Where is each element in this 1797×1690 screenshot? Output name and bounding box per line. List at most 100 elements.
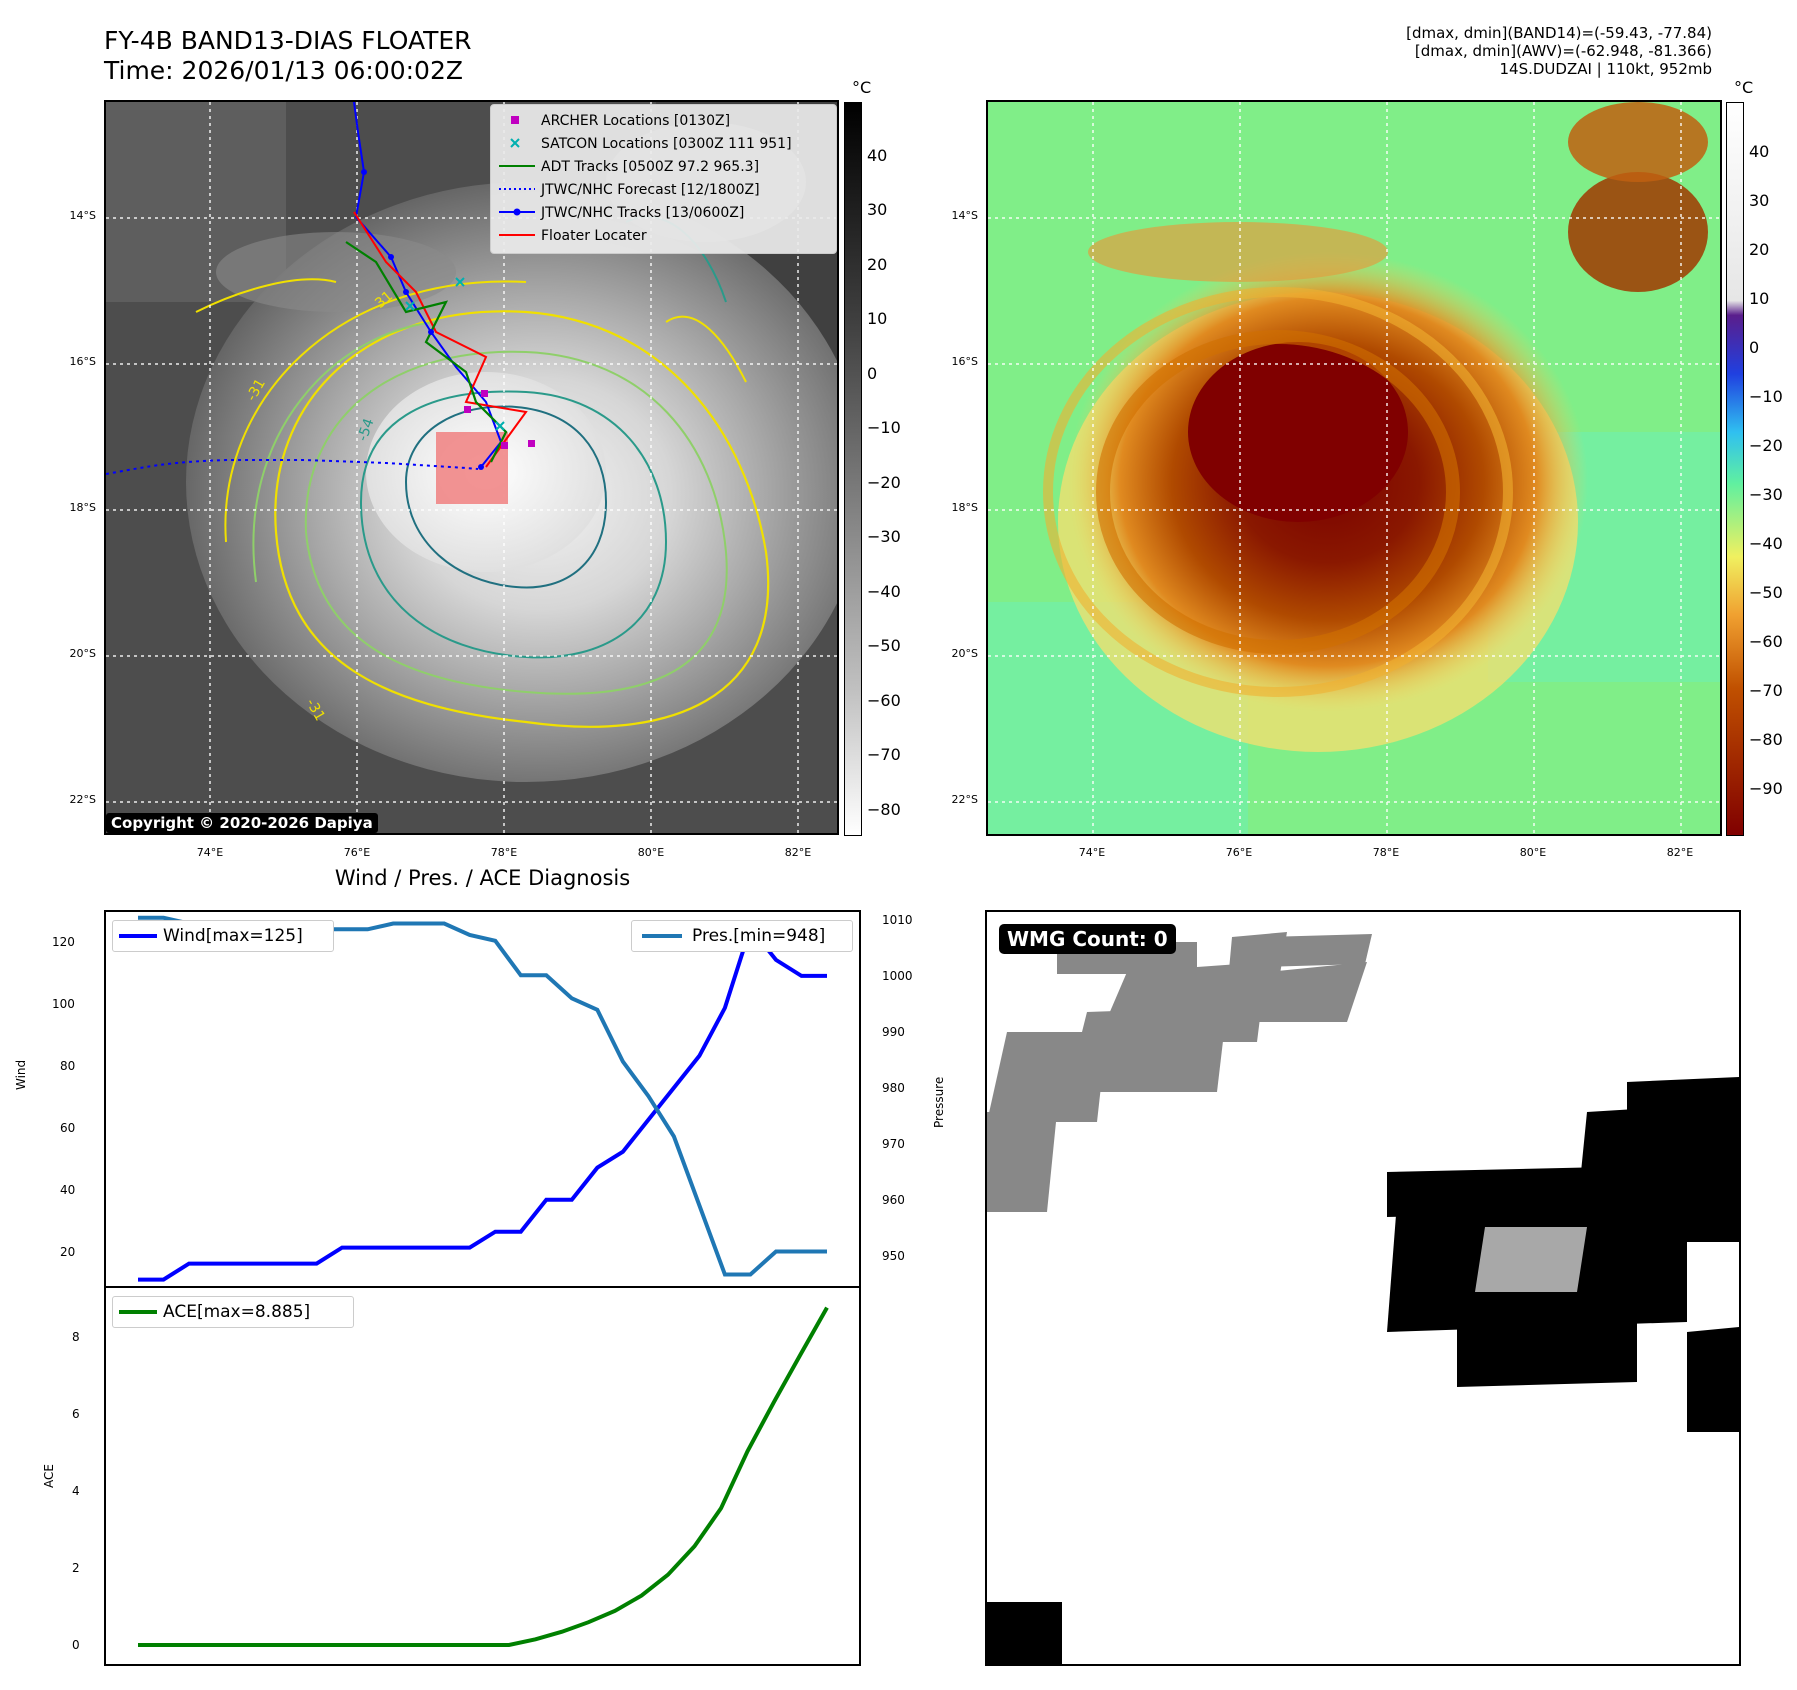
right-cb-tick-m20: −20: [1749, 436, 1783, 455]
pres-tick-960: 960: [882, 1193, 905, 1207]
left-cb-tick-20: 20: [867, 255, 888, 274]
meta-block: [dmax, dmin](BAND14)=(-59.43, -77.84) [d…: [1212, 24, 1712, 78]
lat-label-20s: 20°S: [69, 647, 96, 660]
adt-line-icon: [499, 165, 535, 167]
ace-tick-2: 2: [72, 1561, 80, 1575]
ace-tick-8: 8: [72, 1330, 80, 1344]
ir-map-panel: -31 -31 -54 -31 Copyright © 2020-2026 Da…: [104, 100, 839, 835]
left-cb-tick-m30: −30: [867, 527, 901, 546]
jtwc-line-icon: [499, 208, 535, 216]
lat-label-14s: 14°S: [69, 209, 96, 222]
wind-series-line: [138, 923, 827, 1282]
right-cb-tick-m50: −50: [1749, 583, 1783, 602]
ace-tick-4: 4: [72, 1484, 80, 1498]
lon-label-74e: 74°E: [196, 846, 224, 859]
right-cb-tick-m80: −80: [1749, 730, 1783, 749]
left-cb-tick-10: 10: [867, 309, 888, 328]
meta-storm: 14S.DUDZAI | 110kt, 952mb: [1499, 60, 1712, 78]
awv-map-panel: [986, 100, 1722, 836]
meta-band14: [dmax, dmin](BAND14)=(-59.43, -77.84): [1406, 24, 1712, 42]
pres-tick-970: 970: [882, 1137, 905, 1151]
wind-tick-20: 20: [60, 1245, 76, 1259]
wind-tick-100: 100: [52, 997, 75, 1011]
pressure-legend-line-icon: [642, 934, 682, 938]
awv-lon-label-74e: 74°E: [1078, 846, 1106, 859]
ace-legend-line-icon: [119, 1310, 157, 1314]
pressure-series-line: [138, 915, 827, 1277]
pressure-legend: Pres.[min=948]: [631, 920, 853, 952]
floater-line-icon: [499, 234, 535, 236]
ace-tick-0: 0: [72, 1638, 80, 1652]
wind-axis-label: Wind: [14, 1059, 28, 1090]
wind-tick-40: 40: [60, 1183, 76, 1197]
figure-time: Time: 2026/01/13 06:00:02Z: [104, 56, 463, 85]
pres-tick-980: 980: [882, 1081, 905, 1095]
wmg-panel: WMG Count: 0: [985, 910, 1741, 1666]
right-cb-tick-m70: −70: [1749, 681, 1783, 700]
copyright-badge: Copyright © 2020-2026 Dapiya: [106, 813, 378, 833]
wind-legend-line-icon: [119, 934, 157, 938]
diagnosis-title: Wind / Pres. / ACE Diagnosis: [334, 866, 631, 890]
left-cb-tick-m10: −10: [867, 418, 901, 437]
figure-title: FY-4B BAND13-DIAS FLOATER: [104, 26, 472, 55]
wind-pressure-panel: Wind[max=125] Pres.[min=948]: [104, 910, 861, 1288]
right-cb-tick-30: 30: [1749, 191, 1770, 210]
forecast-line-icon: [499, 188, 535, 190]
ace-panel: ACE[max=8.885]: [104, 1286, 861, 1666]
left-cb-tick-m80: −80: [867, 800, 901, 819]
archer-marker-icon: [511, 116, 519, 124]
left-cb-tick-m50: −50: [867, 636, 901, 655]
left-cb-tick-40: 40: [867, 146, 888, 165]
ace-series-line: [138, 1306, 829, 1647]
pres-tick-1000: 1000: [882, 969, 913, 983]
awv-map-svg: [988, 102, 1720, 834]
awv-lon-label-76e: 76°E: [1225, 846, 1253, 859]
right-cb-tick-0: 0: [1749, 338, 1760, 357]
left-cb-tick-0: 0: [867, 364, 878, 383]
right-cb-tick-20: 20: [1749, 240, 1770, 259]
lon-label-76e: 76°E: [343, 846, 371, 859]
right-cb-tick-m60: −60: [1749, 632, 1783, 651]
pres-tick-990: 990: [882, 1025, 905, 1039]
meta-awv: [dmax, dmin](AWV)=(-62.948, -81.366): [1414, 42, 1712, 60]
wind-pressure-svg: [138, 915, 827, 1282]
awv-lat-label-14s: 14°S: [951, 209, 978, 222]
left-cb-tick-m70: −70: [867, 745, 901, 764]
track-legend: ARCHER Locations [0130Z] SATCON Location…: [490, 104, 837, 254]
lon-label-82e: 82°E: [784, 846, 812, 859]
wind-tick-120: 120: [52, 935, 75, 949]
contour-label-c: -54: [355, 416, 378, 443]
left-cb-tick-m40: −40: [867, 582, 901, 601]
right-cb-tick-10: 10: [1749, 289, 1770, 308]
right-colorbar-unit: °C: [1734, 78, 1754, 97]
awv-lat-label-16s: 16°S: [951, 355, 978, 368]
right-cb-tick-m90: −90: [1749, 779, 1783, 798]
awv-lat-label-20s: 20°S: [951, 647, 978, 660]
awv-lon-label-82e: 82°E: [1666, 846, 1694, 859]
wind-tick-80: 80: [60, 1059, 76, 1073]
ace-legend: ACE[max=8.885]: [112, 1296, 354, 1328]
pres-tick-1010: 1010: [882, 913, 913, 927]
awv-lat-label-22s: 22°S: [951, 793, 978, 806]
right-cb-tick-m30: −30: [1749, 485, 1783, 504]
wmg-svg: [987, 932, 1739, 1664]
left-colorbar: [844, 102, 862, 836]
lon-label-80e: 80°E: [637, 846, 665, 859]
lat-label-16s: 16°S: [69, 355, 96, 368]
left-cb-tick-m20: −20: [867, 473, 901, 492]
right-colorbar: [1726, 102, 1744, 836]
awv-lon-label-80e: 80°E: [1519, 846, 1547, 859]
lat-label-18s: 18°S: [69, 501, 96, 514]
left-cb-tick-30: 30: [867, 200, 888, 219]
wind-tick-60: 60: [60, 1121, 76, 1135]
ace-svg: [138, 1306, 829, 1647]
right-cb-tick-m40: −40: [1749, 534, 1783, 553]
ace-axis-label: ACE: [42, 1464, 56, 1488]
wmg-count-badge: WMG Count: 0: [999, 924, 1176, 954]
lon-label-78e: 78°E: [490, 846, 518, 859]
ace-tick-6: 6: [72, 1407, 80, 1421]
wind-legend: Wind[max=125]: [112, 920, 334, 952]
satcon-marker-icon: [510, 138, 520, 148]
awv-lat-label-18s: 18°S: [951, 501, 978, 514]
left-colorbar-unit: °C: [852, 78, 872, 97]
